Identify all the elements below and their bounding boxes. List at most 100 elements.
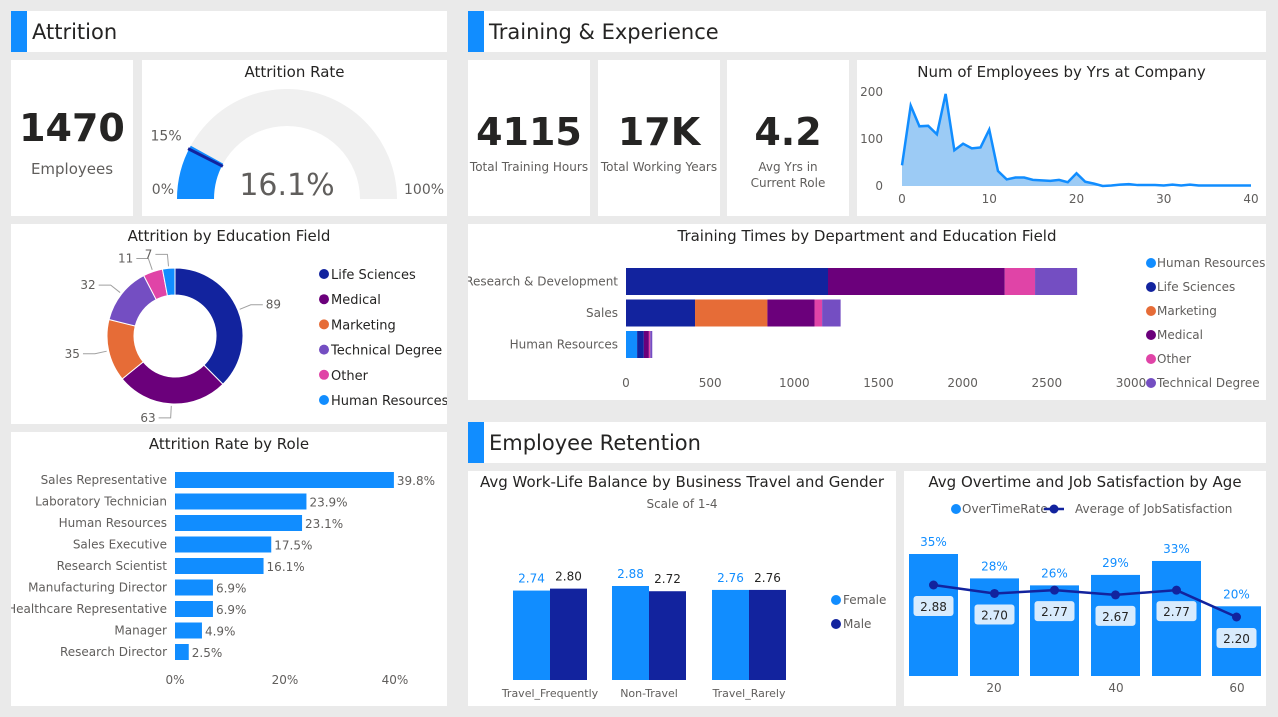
role-bar: [175, 601, 213, 617]
gauge-target-label: 15%: [151, 128, 182, 144]
satisfaction-data-label: 2.67: [1102, 610, 1129, 624]
training-bar-segment: [1004, 268, 1036, 295]
satisfaction-label-bg: [1034, 601, 1075, 622]
working-years-kpi-card[interactable]: 17K Total Working Years: [598, 60, 720, 216]
training-bar-segment: [626, 299, 696, 327]
training-hours-value: 4115: [476, 110, 582, 154]
legend-label: Marketing: [331, 318, 396, 333]
training-x-tick: 0: [622, 376, 630, 390]
satisfaction-label-bg: [1216, 628, 1257, 648]
satisfaction-data-label: 2.77: [1163, 605, 1190, 619]
attrition-rate-gauge-card[interactable]: Attrition Rate 16.1% 0% 100% 15%: [142, 60, 447, 216]
wlb-legend-marker: [831, 595, 841, 605]
role-bar: [175, 493, 307, 510]
wlb-title: Avg Work-Life Balance by Business Travel…: [479, 473, 885, 491]
overtime-age-card[interactable]: Avg Overtime and Job Satisfaction by Age…: [904, 471, 1266, 706]
training-legend-marker: [1146, 258, 1156, 268]
training-x-tick: 500: [699, 376, 722, 390]
role-data-label: 6.9%: [216, 603, 247, 617]
training-legend-label: Other: [1157, 352, 1191, 366]
working-years-label: Total Working Years: [600, 160, 718, 174]
gauge-title: Attrition Rate: [244, 63, 345, 81]
satisfaction-data-label: 2.20: [1223, 632, 1250, 646]
overtime-data-label: 20%: [1223, 587, 1250, 601]
training-legend-marker: [1146, 378, 1156, 388]
role-x-tick: 20%: [272, 673, 299, 687]
training-x-tick: 2500: [1032, 376, 1063, 390]
donut-data-label: 11: [118, 251, 133, 265]
donut-leader-line: [82, 350, 107, 355]
area-line: [900, 93, 1251, 188]
training-bar-segment: [650, 331, 653, 358]
avg-yrs-role-label: Avg Yrs in Current Role: [750, 160, 826, 190]
wlb-legend-label: Male: [843, 617, 871, 631]
satisfaction-data-label: 2.77: [1041, 605, 1068, 619]
section-title: Attrition: [32, 20, 118, 44]
training-legend-label: Life Sciences: [1157, 280, 1235, 294]
legend-marker: [319, 344, 329, 355]
role-category-label: Laboratory Technician: [35, 495, 167, 509]
role-data-label: 39.8%: [397, 474, 435, 488]
legend-marker: [319, 269, 329, 279]
legend-marker: [319, 395, 329, 405]
employees-kpi-card[interactable]: 1470 Employees: [11, 60, 133, 216]
role-chart-title: Attrition Rate by Role: [148, 435, 310, 453]
training-category-label: Sales: [586, 306, 618, 320]
training-dept-card[interactable]: Training Times by Department and Educati…: [468, 224, 1266, 400]
section-accent-bar: [468, 11, 484, 52]
attrition-education-card[interactable]: Attrition by Education Field 89 63 35 32 11 7…: [11, 224, 447, 424]
role-category-label: Manager: [114, 624, 167, 638]
training-legend-label: Medical: [1157, 328, 1203, 342]
area-y-tick: 100: [860, 132, 883, 146]
donut-leader-line: [155, 253, 170, 267]
wlb-card[interactable]: Avg Work-Life Balance by Business Travel…: [468, 471, 896, 706]
wlb-x-label: Travel_Rarely: [712, 687, 786, 700]
ot-x-tick: 40: [1108, 681, 1123, 695]
role-x-tick: 0%: [165, 673, 184, 687]
wlb-bar: [649, 591, 686, 680]
wlb-data-label: 2.74: [518, 572, 545, 586]
training-hours-kpi-card[interactable]: 4115 Total Training Hours: [468, 60, 590, 216]
area-x-tick: 10: [982, 192, 997, 206]
training-bar-segment: [648, 331, 651, 358]
legend-marker: [319, 369, 329, 380]
legend-marker: [319, 294, 329, 305]
satisfaction-point: [1232, 612, 1241, 622]
legend-label: Human Resources: [331, 394, 447, 409]
training-x-tick: 1500: [863, 376, 894, 390]
training-x-tick: 2000: [947, 376, 978, 390]
wlb-bar: [550, 588, 587, 680]
avg-yrs-role-kpi-card[interactable]: 4.2 Avg Yrs in Current Role: [727, 60, 849, 216]
training-bar-segment: [767, 299, 815, 327]
satisfaction-label-bg: [974, 604, 1015, 625]
wlb-bar: [749, 589, 786, 680]
satisfaction-point: [1172, 585, 1181, 595]
training-bar-segment: [626, 268, 828, 295]
wlb-legend-marker: [831, 619, 841, 629]
wlb-data-label: 2.80: [555, 570, 582, 584]
donut-data-label: 7: [145, 247, 153, 261]
overtime-data-label: 33%: [1163, 542, 1190, 556]
training-category-label: Research & Development: [468, 275, 618, 289]
ot-x-tick: 60: [1229, 681, 1244, 695]
yrs-at-company-area-chart: 0 100 200 0 10 20 30 40: [860, 85, 1259, 206]
donut-leader-line: [239, 304, 263, 310]
role-bar: [175, 472, 394, 488]
area-x-tick: 20: [1069, 192, 1084, 206]
satisfaction-point: [990, 588, 999, 598]
training-legend-marker: [1146, 306, 1156, 316]
wlb-data-label: 2.76: [754, 571, 781, 585]
training-bar-segment: [637, 331, 644, 358]
ot-x-tick: 20: [986, 681, 1001, 695]
satisfaction-label-bg: [913, 596, 954, 616]
gauge-max-label: 100%: [404, 182, 444, 198]
training-hours-label: Total Training Hours: [469, 160, 589, 174]
legend-label: Technical Degree: [330, 344, 442, 359]
yrs-at-company-card[interactable]: Num of Employees by Yrs at Company 0 100 2…: [857, 60, 1266, 216]
training-legend-marker: [1146, 282, 1156, 292]
overtime-data-label: 35%: [920, 535, 947, 549]
attrition-role-card[interactable]: Attrition Rate by Role Sales Representat…: [11, 432, 447, 706]
area-chart-title: Num of Employees by Yrs at Company: [917, 63, 1206, 81]
role-category-label: Sales Executive: [73, 538, 167, 552]
wlb-clustered-bar-chart: 2.74 2.80 Travel_Frequently 2.88 2.72 Non-Tra…: [501, 567, 887, 700]
